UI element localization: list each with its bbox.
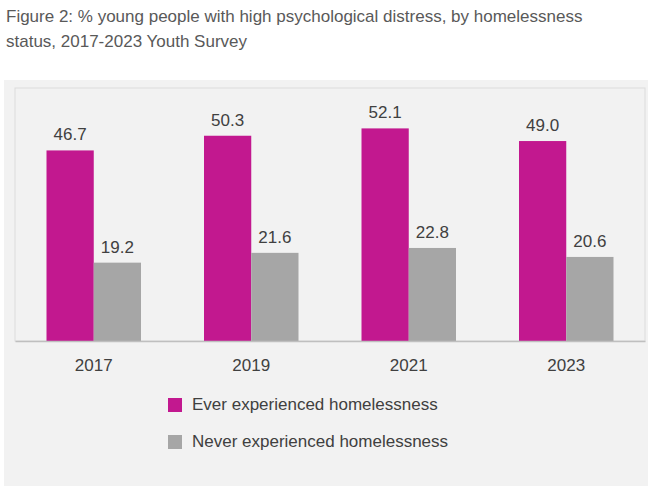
bar [362,128,409,341]
data-label: 46.7 [54,125,87,144]
background-panel [4,80,648,486]
bar [519,141,566,341]
x-axis: 2017 2019 2021 2023 [16,342,646,376]
bar [47,150,94,341]
plot-frame [15,88,645,341]
x-tick-label: 2017 [75,356,113,375]
legend-swatch [168,435,182,449]
data-label: 50.3 [211,111,244,130]
legend-label: Never experienced homelessness [192,432,448,451]
legend-label: Ever experienced homelessness [192,395,438,414]
data-label: 52.1 [369,103,402,122]
x-tick: 2021 [390,356,428,375]
x-tick: 2023 [547,356,585,375]
bar [204,136,251,341]
data-label: 22.8 [416,223,449,242]
title: Figure 2: % young people with high psych… [6,7,582,51]
data-label: 21.6 [258,228,291,247]
x-tick-label: 2023 [547,356,585,375]
legend: Ever experienced homelessness Never exper… [168,395,448,451]
x-tick: 2017 [75,356,113,375]
bar [251,253,298,341]
legend-item: Never experienced homelessness [168,432,448,451]
legend-item: Ever experienced homelessness [168,395,438,414]
data-label: 19.2 [101,238,134,257]
x-tick-label: 2019 [232,356,270,375]
bar [409,248,456,341]
data-label: 49.0 [526,116,559,135]
chart: Figure 2: % young people with high psych… [0,0,650,488]
data-label: 20.6 [573,232,606,251]
bars [47,128,614,341]
x-tick: 2019 [232,356,270,375]
x-tick-label: 2021 [390,356,428,375]
bar [566,257,613,341]
bar [94,263,141,341]
legend-swatch [168,398,182,412]
x-axis-line [16,341,646,343]
